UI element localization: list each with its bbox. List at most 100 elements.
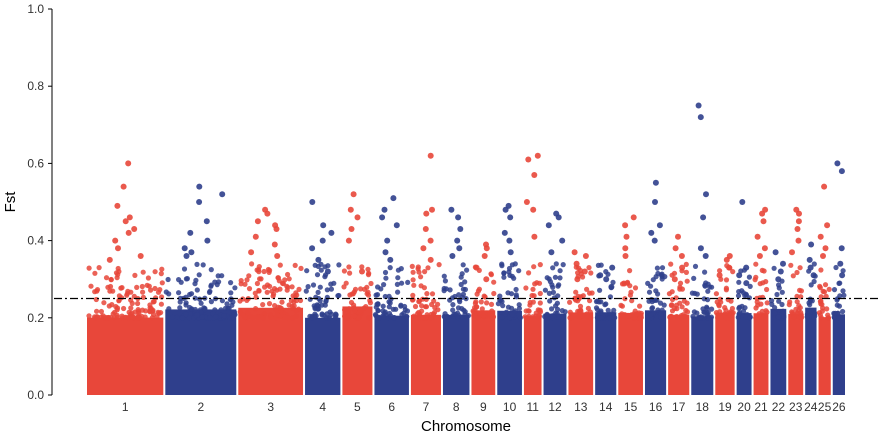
snp-point bbox=[328, 286, 334, 292]
snp-point bbox=[129, 313, 135, 320]
snp-point bbox=[513, 286, 519, 293]
snp-point bbox=[145, 275, 151, 281]
snp-point bbox=[139, 307, 146, 313]
snp-peak-point bbox=[824, 222, 831, 229]
snp-point bbox=[840, 308, 846, 315]
snp-point bbox=[428, 315, 434, 321]
snp-point bbox=[807, 298, 814, 304]
snp-point bbox=[723, 277, 730, 283]
snp-point bbox=[436, 262, 442, 268]
snp-point bbox=[503, 309, 509, 315]
snp-peak-point bbox=[656, 222, 663, 229]
snp-peak-point bbox=[695, 102, 702, 109]
snp-point bbox=[415, 266, 421, 272]
snp-point bbox=[240, 312, 246, 318]
snp-point bbox=[797, 265, 803, 271]
snp-peak-point bbox=[839, 272, 846, 279]
snp-point bbox=[476, 286, 482, 292]
snp-point bbox=[690, 313, 696, 319]
snp-point bbox=[683, 261, 689, 267]
snp-point bbox=[265, 266, 271, 273]
chromosome-8-point-cloud bbox=[442, 314, 470, 395]
snp-peak-point bbox=[106, 256, 113, 263]
snp-point bbox=[497, 293, 503, 299]
snp-point bbox=[124, 291, 130, 297]
snp-point bbox=[593, 305, 600, 311]
snp-point bbox=[315, 289, 321, 295]
snp-peak-point bbox=[345, 237, 352, 244]
snp-point bbox=[368, 280, 374, 287]
snp-point bbox=[836, 303, 843, 309]
snp-peak-point bbox=[700, 214, 707, 221]
snp-point bbox=[513, 292, 519, 298]
snp-point bbox=[108, 276, 114, 283]
snp-point bbox=[254, 280, 260, 287]
snp-point bbox=[198, 300, 204, 306]
snp-point bbox=[230, 299, 236, 305]
snp-point bbox=[497, 314, 503, 320]
snp-point bbox=[668, 261, 674, 267]
snp-peak-point bbox=[630, 214, 637, 221]
snp-peak-point bbox=[483, 245, 490, 252]
snp-peak-point bbox=[348, 226, 355, 232]
snp-point bbox=[336, 292, 342, 299]
snp-point bbox=[412, 303, 419, 310]
snp-point bbox=[637, 303, 643, 309]
y-tick-label: 0.6 bbox=[27, 156, 44, 170]
snp-point bbox=[292, 262, 298, 268]
snp-point bbox=[584, 286, 590, 292]
snp-point bbox=[116, 268, 122, 275]
snp-point bbox=[86, 313, 92, 319]
x-axis-title: Chromosome bbox=[421, 418, 511, 435]
snp-peak-point bbox=[761, 245, 768, 252]
snp-point bbox=[554, 300, 561, 306]
snp-point bbox=[674, 313, 680, 320]
snp-point bbox=[381, 282, 387, 288]
snp-point bbox=[730, 269, 736, 275]
snp-peak-point bbox=[622, 253, 629, 259]
snp-point bbox=[808, 282, 814, 288]
snp-point bbox=[258, 314, 264, 320]
y-tick-label: 0.8 bbox=[27, 79, 44, 93]
snp-point bbox=[450, 302, 456, 308]
snp-point bbox=[246, 286, 253, 292]
chromosome-17-point-cloud bbox=[668, 314, 690, 395]
snp-point bbox=[244, 277, 250, 283]
snp-point bbox=[458, 281, 464, 288]
snp-peak-point bbox=[320, 222, 327, 229]
snp-point bbox=[409, 263, 415, 269]
snp-point bbox=[460, 286, 466, 292]
snp-point bbox=[683, 269, 690, 275]
snp-point bbox=[588, 270, 594, 276]
snp-peak-point bbox=[697, 114, 704, 121]
snp-point bbox=[442, 311, 448, 317]
snp-point bbox=[119, 313, 125, 319]
snp-point bbox=[772, 310, 778, 316]
snp-point bbox=[598, 262, 604, 268]
snp-peak-point bbox=[678, 253, 685, 259]
snp-point bbox=[593, 299, 600, 305]
snp-point bbox=[186, 315, 192, 321]
snp-peak-point bbox=[808, 241, 815, 248]
snp-point bbox=[242, 281, 248, 287]
snp-peak-point bbox=[838, 245, 845, 252]
snp-point bbox=[218, 307, 224, 313]
snp-point bbox=[455, 305, 462, 311]
snp-point bbox=[293, 308, 299, 314]
snp-point bbox=[118, 285, 124, 291]
snp-point bbox=[841, 292, 847, 298]
snp-point bbox=[166, 306, 172, 312]
snp-peak-point bbox=[555, 214, 562, 221]
snp-point bbox=[586, 265, 592, 271]
snp-point bbox=[587, 290, 593, 296]
snp-point bbox=[208, 267, 214, 273]
snp-point bbox=[787, 299, 793, 305]
snp-point bbox=[577, 267, 584, 274]
snp-point bbox=[423, 304, 430, 310]
snp-peak-point bbox=[545, 222, 552, 229]
snp-peak-point bbox=[821, 183, 828, 190]
snp-point bbox=[537, 309, 544, 315]
snp-point bbox=[556, 282, 562, 288]
snp-point bbox=[511, 275, 517, 281]
